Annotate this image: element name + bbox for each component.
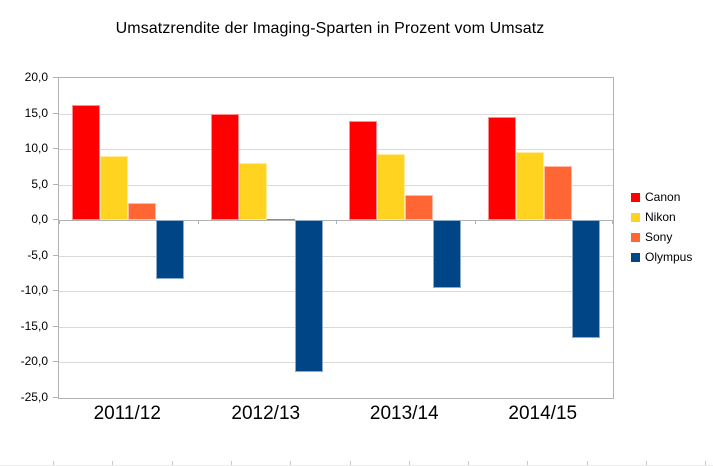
y-axis-tick — [53, 184, 58, 185]
category-boundary-tick — [612, 220, 613, 224]
bottom-ruler-tick — [112, 461, 113, 465]
y-axis-label: -5,0 — [27, 248, 48, 262]
bar-nikon-2013-14 — [377, 154, 406, 221]
legend-marker-canon — [631, 192, 640, 202]
bar-canon-2011-12 — [72, 105, 101, 221]
bottom-ruler-tick — [290, 461, 291, 465]
legend-marker-olympus — [631, 252, 640, 262]
y-axis-tick — [53, 361, 58, 362]
category-boundary-tick — [336, 220, 337, 224]
y-axis-label: -10,0 — [20, 283, 48, 297]
bottom-ruler-tick — [409, 461, 410, 465]
y-axis-label: 0,0 — [31, 212, 48, 226]
bottom-ruler-tick — [705, 461, 706, 465]
bar-sony-2013-14 — [405, 195, 434, 221]
bar-canon-2012-13 — [210, 114, 239, 221]
category-boundary-tick — [59, 220, 60, 224]
legend-label-sony: Sony — [645, 230, 673, 244]
y-axis-label: 15,0 — [24, 106, 48, 120]
bottom-ruler-tick — [350, 461, 351, 465]
bottom-ruler-tick — [53, 461, 54, 465]
bar-nikon-2014-15 — [515, 152, 544, 221]
bar-sony-2014-15 — [543, 166, 572, 221]
bottom-ruler-tick — [172, 461, 173, 465]
gridline — [59, 362, 613, 363]
x-axis-label: 2012/13 — [231, 403, 301, 424]
plot-area — [58, 77, 614, 399]
bar-olympus-2011-12 — [156, 220, 185, 280]
legend: Canon Nikon Sony Olympus — [631, 187, 692, 267]
y-axis-tick — [53, 219, 58, 220]
bottom-ruler-tick — [231, 461, 232, 465]
legend-marker-sony — [631, 232, 640, 242]
y-axis-label: 10,0 — [24, 141, 48, 155]
y-axis-tick — [53, 255, 58, 256]
bar-nikon-2011-12 — [100, 155, 129, 221]
legend-item-canon: Canon — [631, 187, 692, 207]
y-axis-tick — [53, 397, 58, 398]
bottom-ruler-tick — [646, 461, 647, 465]
legend-item-sony: Sony — [631, 227, 692, 247]
y-axis-tick — [53, 113, 58, 114]
bar-olympus-2012-13 — [294, 220, 323, 373]
legend-item-nikon: Nikon — [631, 207, 692, 227]
gridline — [59, 185, 613, 186]
bottom-ruler-tick — [468, 461, 469, 465]
y-axis-label: -25,0 — [20, 390, 48, 404]
y-axis-label: 20,0 — [24, 70, 48, 84]
bar-sony-2012-13 — [266, 218, 295, 221]
bottom-ruler-tick — [527, 461, 528, 465]
bar-sony-2011-12 — [128, 203, 157, 221]
y-axis-tick — [53, 326, 58, 327]
legend-item-olympus: Olympus — [631, 247, 692, 267]
legend-label-nikon: Nikon — [645, 210, 676, 224]
gridline — [59, 114, 613, 115]
y-axis-tick — [53, 148, 58, 149]
x-axis-label: 2014/15 — [508, 403, 578, 424]
bar-nikon-2012-13 — [238, 163, 267, 221]
x-axis-label: 2013/14 — [369, 403, 439, 424]
bar-olympus-2013-14 — [433, 220, 462, 289]
y-axis-tick — [53, 77, 58, 78]
legend-label-canon: Canon — [645, 190, 681, 204]
chart-title: Umsatzrendite der Imaging-Sparten in Pro… — [115, 20, 545, 37]
gridline — [59, 149, 613, 150]
bottom-ruler-tick — [587, 461, 588, 465]
legend-label-olympus: Olympus — [645, 250, 693, 264]
y-axis-label: -20,0 — [20, 354, 48, 368]
gridline — [59, 291, 613, 292]
gridline — [59, 256, 613, 257]
y-axis-label: 5,0 — [31, 177, 48, 191]
gridline — [59, 327, 613, 328]
y-axis-tick — [53, 290, 58, 291]
bar-canon-2014-15 — [487, 117, 516, 221]
bar-canon-2013-14 — [349, 120, 378, 221]
category-boundary-tick — [198, 220, 199, 224]
y-axis-label: -15,0 — [20, 319, 48, 333]
category-boundary-tick — [475, 220, 476, 224]
bar-olympus-2014-15 — [571, 220, 600, 339]
x-axis-label: 2011/12 — [93, 403, 161, 424]
legend-marker-nikon — [631, 212, 640, 222]
